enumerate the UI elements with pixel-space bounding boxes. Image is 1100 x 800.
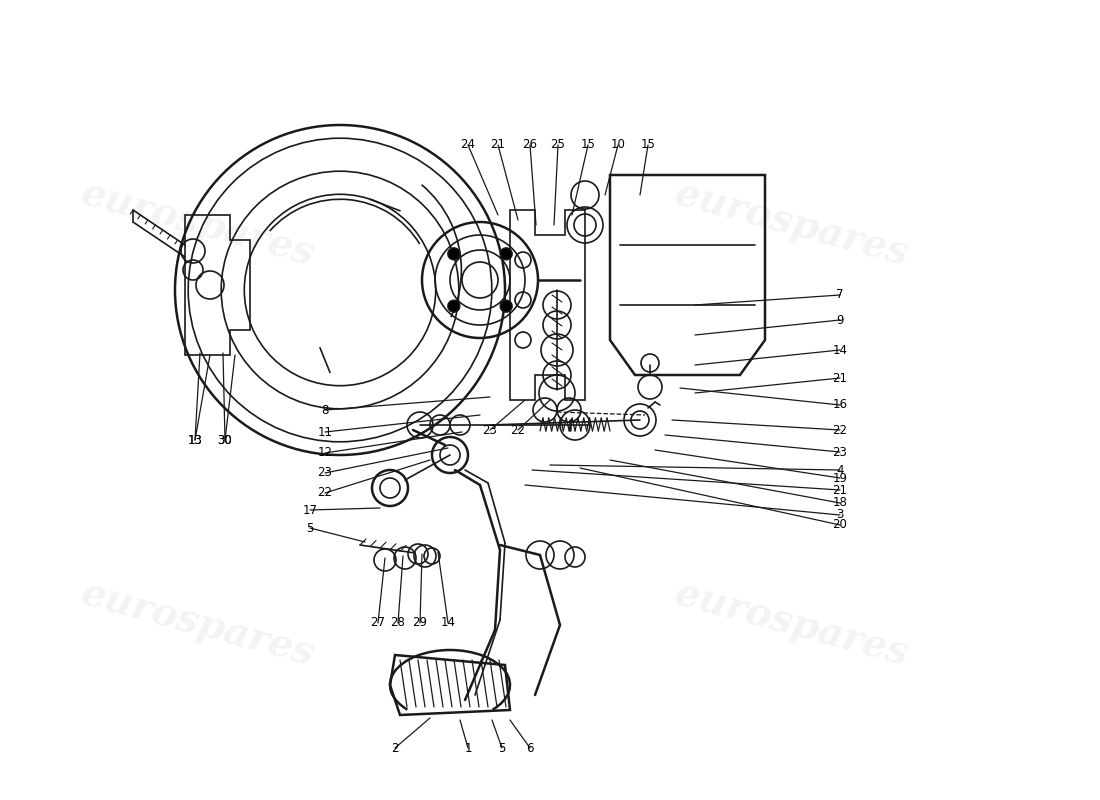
Text: 26: 26 — [522, 138, 538, 151]
Text: 13: 13 — [188, 434, 202, 446]
Text: 12: 12 — [318, 446, 332, 459]
Text: 9: 9 — [836, 314, 844, 326]
Text: 23: 23 — [483, 423, 497, 437]
Text: 30: 30 — [218, 434, 232, 446]
Text: 3: 3 — [836, 509, 844, 522]
Text: 10: 10 — [610, 138, 626, 151]
Text: 19: 19 — [833, 471, 847, 485]
Text: 13: 13 — [188, 434, 202, 446]
Text: 22: 22 — [833, 423, 847, 437]
Text: 14: 14 — [440, 617, 455, 630]
Text: 5: 5 — [498, 742, 506, 754]
Text: 21: 21 — [491, 138, 506, 151]
Text: 21: 21 — [833, 371, 847, 385]
Text: eurospares: eurospares — [671, 574, 913, 674]
Circle shape — [448, 248, 460, 260]
Text: eurospares: eurospares — [77, 574, 319, 674]
Text: 7: 7 — [836, 289, 844, 302]
Circle shape — [448, 300, 460, 312]
Text: 2: 2 — [392, 742, 398, 754]
Text: 27: 27 — [371, 617, 385, 630]
Text: 15: 15 — [640, 138, 656, 151]
Text: 25: 25 — [551, 138, 565, 151]
Text: 6: 6 — [526, 742, 534, 754]
Text: 23: 23 — [318, 466, 332, 479]
Circle shape — [500, 300, 513, 312]
Text: 5: 5 — [306, 522, 313, 534]
Text: eurospares: eurospares — [671, 174, 913, 274]
Text: 17: 17 — [302, 503, 318, 517]
Text: 4: 4 — [836, 463, 844, 477]
Text: 28: 28 — [390, 617, 406, 630]
Text: 23: 23 — [833, 446, 847, 458]
Text: 8: 8 — [321, 403, 329, 417]
Text: 29: 29 — [412, 617, 428, 630]
Text: eurospares: eurospares — [77, 174, 319, 274]
Text: 11: 11 — [318, 426, 332, 438]
Text: 20: 20 — [833, 518, 847, 531]
Text: 24: 24 — [461, 138, 475, 151]
Text: 21: 21 — [833, 483, 847, 497]
Text: 1: 1 — [464, 742, 472, 754]
Text: 22: 22 — [318, 486, 332, 499]
Text: 18: 18 — [833, 497, 847, 510]
Text: 30: 30 — [218, 434, 232, 446]
Text: 15: 15 — [581, 138, 595, 151]
Text: 22: 22 — [510, 423, 526, 437]
Circle shape — [500, 248, 513, 260]
Text: 16: 16 — [833, 398, 847, 411]
Text: 14: 14 — [833, 343, 847, 357]
